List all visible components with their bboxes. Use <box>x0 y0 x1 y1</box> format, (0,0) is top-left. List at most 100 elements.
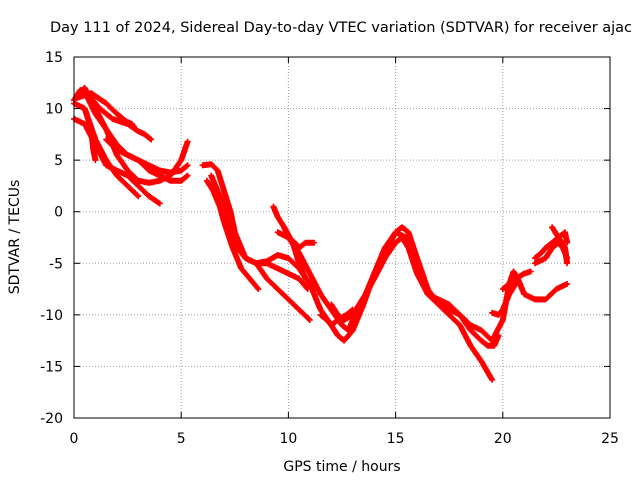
data-point <box>394 241 397 244</box>
data-point <box>229 231 232 234</box>
axis-ticks <box>73 56 611 419</box>
data-point <box>132 125 136 129</box>
data-point <box>257 287 260 291</box>
data-point <box>529 270 532 273</box>
data-point <box>147 169 151 172</box>
series-arc-1 <box>71 115 163 207</box>
data-point <box>508 282 511 286</box>
data-point <box>523 293 526 296</box>
data-point <box>308 282 311 286</box>
data-point <box>276 253 279 257</box>
data-point <box>497 334 500 337</box>
data-point <box>493 344 496 347</box>
data-point <box>216 189 219 193</box>
data-point <box>297 308 301 311</box>
data-point <box>351 308 354 311</box>
data-point <box>180 169 183 172</box>
y-tick-label: 15 <box>45 50 63 66</box>
data-point <box>523 272 526 275</box>
series-arc-22 <box>532 229 571 262</box>
data-point <box>111 117 114 121</box>
y-tick-label: 0 <box>54 205 63 221</box>
data-point <box>210 174 213 177</box>
data-point <box>90 128 93 131</box>
x-tick-label: 15 <box>387 431 405 447</box>
data-point <box>297 262 301 265</box>
data-point <box>555 287 558 291</box>
data-point <box>147 195 151 198</box>
data-point <box>126 153 129 157</box>
series-arc-17 <box>317 306 356 329</box>
data-point <box>426 293 429 296</box>
data-point <box>336 334 339 337</box>
data-point <box>407 231 410 234</box>
x-tick-label: 10 <box>279 431 297 447</box>
data-point <box>407 246 410 249</box>
data-point <box>169 179 172 182</box>
data-point <box>437 298 440 301</box>
x-tick-label: 0 <box>70 431 79 447</box>
data-point <box>150 138 153 141</box>
data-point <box>124 119 127 123</box>
data-point <box>469 329 472 332</box>
data-point <box>244 256 247 260</box>
data-point <box>212 189 215 193</box>
y-tick-label: -20 <box>40 411 63 427</box>
data-point <box>563 246 567 249</box>
series-markers <box>270 203 496 383</box>
data-point <box>448 313 451 317</box>
x-axis-label: GPS time / hours <box>283 459 400 475</box>
data-point <box>92 148 95 151</box>
data-point <box>383 256 387 260</box>
data-point <box>233 231 236 234</box>
data-point <box>126 184 129 188</box>
series-arc-19 <box>499 268 534 293</box>
data-point <box>325 318 329 322</box>
data-point <box>126 169 129 172</box>
data-point <box>186 174 189 177</box>
data-point <box>222 189 226 193</box>
data-point <box>105 128 108 131</box>
data-point <box>490 339 494 342</box>
data-point <box>282 226 286 229</box>
series-arc-10 <box>203 177 262 293</box>
data-point <box>218 205 221 208</box>
data-point <box>415 272 419 275</box>
data-point <box>137 184 140 188</box>
data-point <box>512 270 515 273</box>
data-point <box>400 226 404 229</box>
data-point <box>201 164 204 167</box>
data-point <box>330 303 333 306</box>
data-point <box>563 231 567 234</box>
data-point <box>115 143 119 146</box>
data-point <box>342 318 346 322</box>
data-point <box>180 179 183 182</box>
data-point <box>304 241 307 244</box>
x-tick-labels: 0 5 10 15 20 25 <box>70 431 619 447</box>
data-point <box>306 287 309 291</box>
data-point <box>83 107 86 110</box>
data-point <box>287 272 290 275</box>
data-point <box>105 138 108 141</box>
data-point <box>565 282 569 286</box>
data-point <box>98 107 101 110</box>
y-tick-label: -15 <box>40 359 63 375</box>
y-tick-label: 5 <box>54 153 63 169</box>
data-point <box>480 360 483 363</box>
data-point <box>83 122 86 126</box>
data-point <box>115 148 119 151</box>
data-point <box>514 282 517 286</box>
data-point <box>297 246 301 249</box>
data-point <box>347 329 350 332</box>
data-point <box>186 140 189 143</box>
series-arc-15 <box>253 260 313 323</box>
data-point <box>394 231 397 234</box>
data-point <box>115 174 119 177</box>
data-point <box>458 324 462 327</box>
data-point <box>497 313 500 317</box>
chart-title: Day 111 of 2024, Sidereal Day-to-day VTE… <box>50 20 632 36</box>
data-point <box>351 318 354 322</box>
y-tick-label: 10 <box>45 102 63 118</box>
data-point <box>231 246 234 249</box>
data-point <box>312 241 316 244</box>
